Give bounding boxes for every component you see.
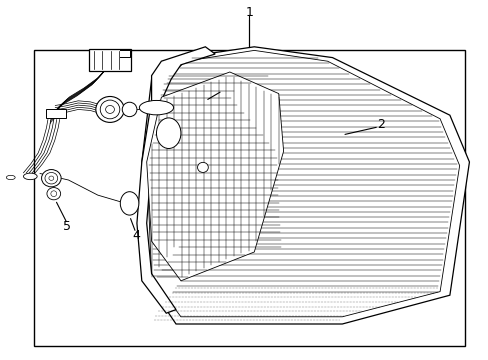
Ellipse shape [100, 100, 120, 119]
Ellipse shape [51, 191, 57, 197]
Ellipse shape [122, 102, 137, 117]
Text: 3: 3 [218, 82, 226, 95]
Bar [34, 50, 464, 346]
Polygon shape [146, 72, 283, 281]
Ellipse shape [41, 170, 61, 187]
Ellipse shape [45, 172, 58, 184]
Ellipse shape [23, 173, 37, 180]
Ellipse shape [105, 105, 114, 113]
Text: 2: 2 [377, 118, 385, 131]
Text: 1: 1 [245, 6, 253, 19]
Ellipse shape [96, 96, 124, 122]
Text: 4: 4 [132, 229, 140, 242]
Polygon shape [137, 47, 215, 313]
Ellipse shape [49, 176, 54, 180]
Ellipse shape [139, 100, 173, 115]
Ellipse shape [197, 162, 208, 172]
Polygon shape [142, 47, 468, 324]
Ellipse shape [156, 118, 181, 148]
Text: 1: 1 [245, 163, 253, 176]
Polygon shape [146, 50, 459, 317]
Text: 5: 5 [63, 220, 71, 233]
FancyBboxPatch shape [46, 109, 66, 118]
Ellipse shape [47, 188, 61, 200]
Ellipse shape [6, 175, 15, 180]
FancyBboxPatch shape [89, 49, 131, 71]
Ellipse shape [120, 192, 139, 215]
